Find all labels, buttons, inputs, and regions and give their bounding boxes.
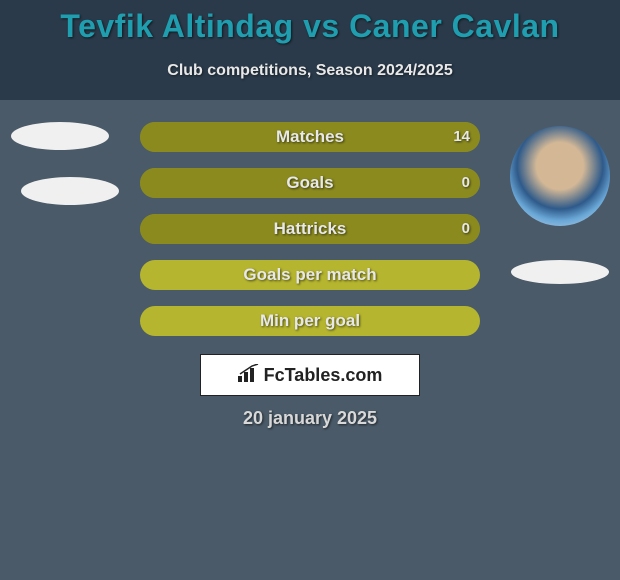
bar-label: Goals xyxy=(140,168,480,198)
bar-label: Matches xyxy=(140,122,480,152)
stat-row: Hattricks0 xyxy=(140,214,480,244)
avatar-placeholder-right xyxy=(511,260,609,284)
stat-row: Matches14 xyxy=(140,122,480,152)
logo-box: FcTables.com xyxy=(200,354,420,396)
bar-label: Goals per match xyxy=(140,260,480,290)
avatar-placeholder-left-2 xyxy=(21,177,119,205)
stat-row: Goals0 xyxy=(140,168,480,198)
chart-icon xyxy=(238,364,260,387)
bar-value-right: 0 xyxy=(462,168,470,198)
stat-row: Min per goal xyxy=(140,306,480,336)
stat-row: Goals per match xyxy=(140,260,480,290)
bar-value-right: 14 xyxy=(453,122,470,152)
bar-label: Min per goal xyxy=(140,306,480,336)
logo-text: FcTables.com xyxy=(264,365,383,386)
avatar-right xyxy=(510,126,610,226)
page-subtitle: Club competitions, Season 2024/2025 xyxy=(0,62,620,80)
page-title: Tevfik Altindag vs Caner Cavlan xyxy=(0,8,620,45)
date-label: 20 january 2025 xyxy=(0,408,620,429)
bar-label: Hattricks xyxy=(140,214,480,244)
stat-bars: Matches14Goals0Hattricks0Goals per match… xyxy=(140,122,480,352)
avatar-placeholder-left-1 xyxy=(11,122,109,150)
bar-value-right: 0 xyxy=(462,214,470,244)
